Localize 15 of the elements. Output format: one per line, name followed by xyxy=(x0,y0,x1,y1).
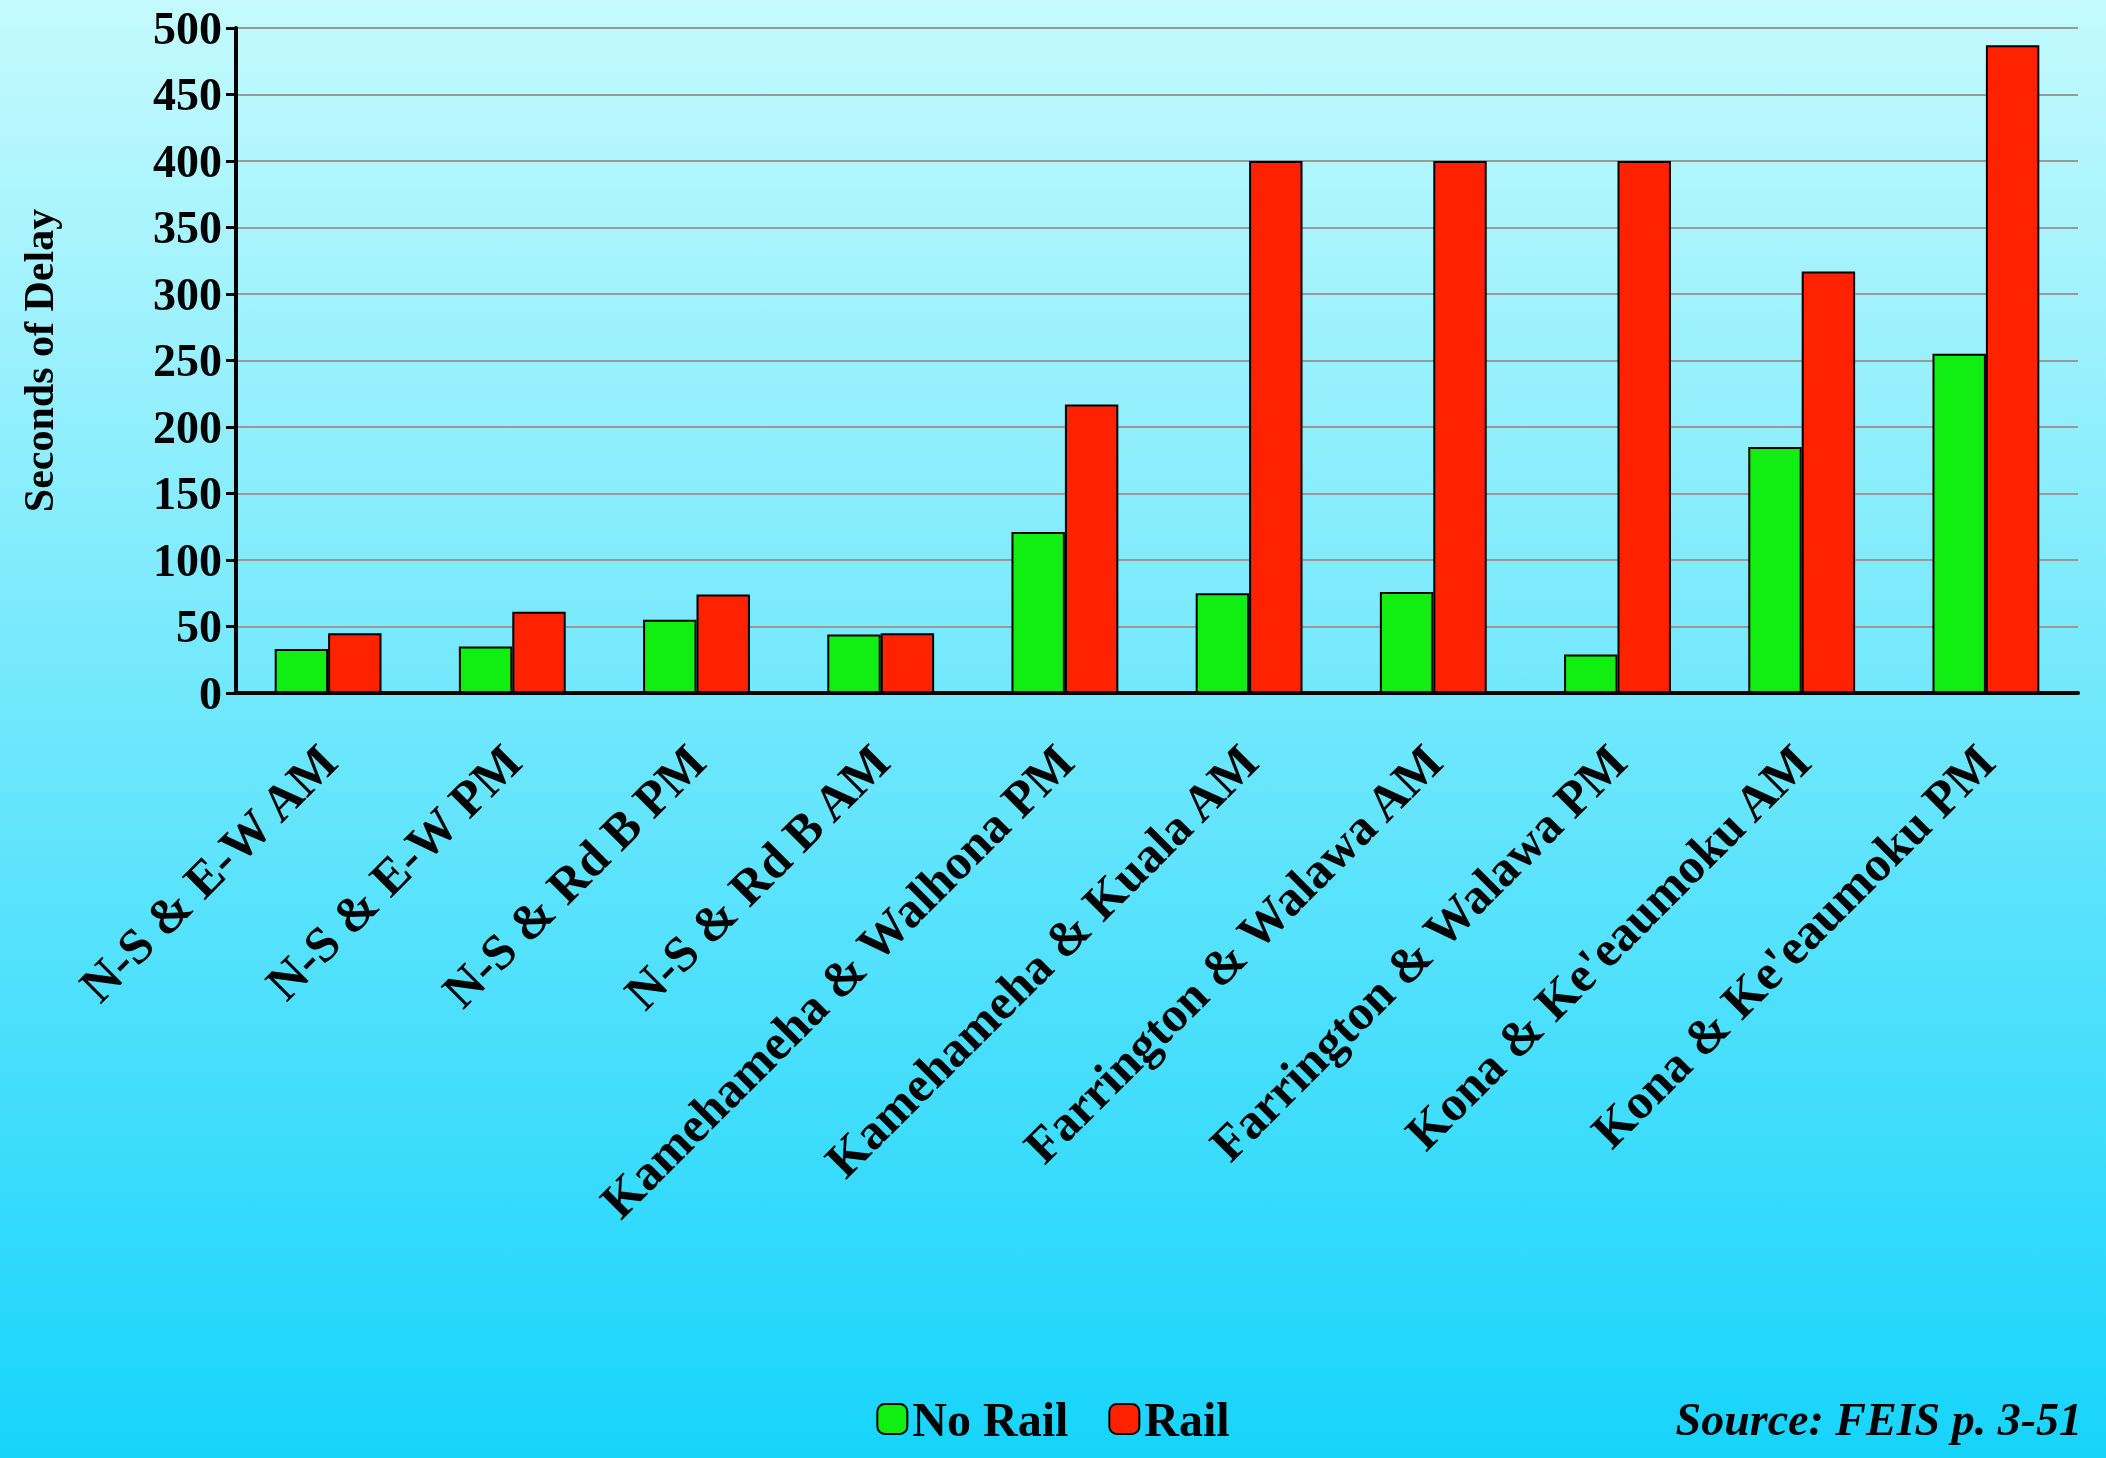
y-tick-label: 0 xyxy=(199,667,222,719)
y-axis-title: Seconds of Delay xyxy=(16,208,62,513)
y-tick-label: 300 xyxy=(153,268,222,320)
y-tick-label: 350 xyxy=(153,202,222,253)
y-tick-label: 500 xyxy=(153,2,222,54)
y-tick-label: 200 xyxy=(153,401,222,453)
y-tick-label: 50 xyxy=(176,601,222,652)
legend-label: No Rail xyxy=(912,1392,1069,1446)
legend-label: Rail xyxy=(1144,1392,1230,1446)
y-tick-label: 400 xyxy=(153,135,222,187)
source-note: Source: FEIS p. 3-51 xyxy=(1675,1393,2082,1446)
y-tick-label: 100 xyxy=(153,534,222,586)
y-tick-label: 450 xyxy=(153,69,222,120)
y-tick-label: 250 xyxy=(153,335,222,386)
y-tick-label: 150 xyxy=(153,468,222,519)
